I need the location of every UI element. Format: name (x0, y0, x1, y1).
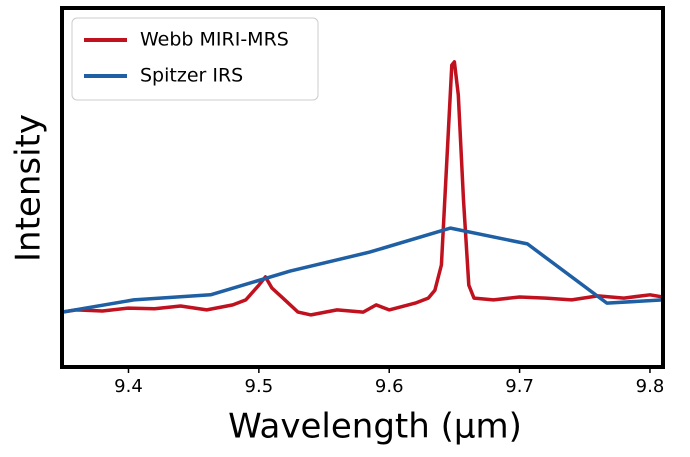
x-axis-label: Wavelength (μm) (228, 407, 522, 447)
x-tick-label: 9.7 (505, 376, 534, 397)
legend-label: Webb MIRI-MRS (140, 29, 289, 51)
x-tick-label: 9.8 (636, 376, 665, 397)
x-tick-label: 9.5 (245, 376, 274, 397)
series-line (62, 226, 663, 314)
legend-box (71, 17, 319, 101)
x-tick-label: 9.6 (375, 376, 404, 397)
plot-frame (60, 6, 665, 369)
x-tick-label: 9.4 (114, 376, 143, 397)
series-line (62, 60, 663, 317)
legend-label: Spitzer IRS (140, 65, 243, 87)
y-axis-label: Intensity (9, 114, 49, 262)
